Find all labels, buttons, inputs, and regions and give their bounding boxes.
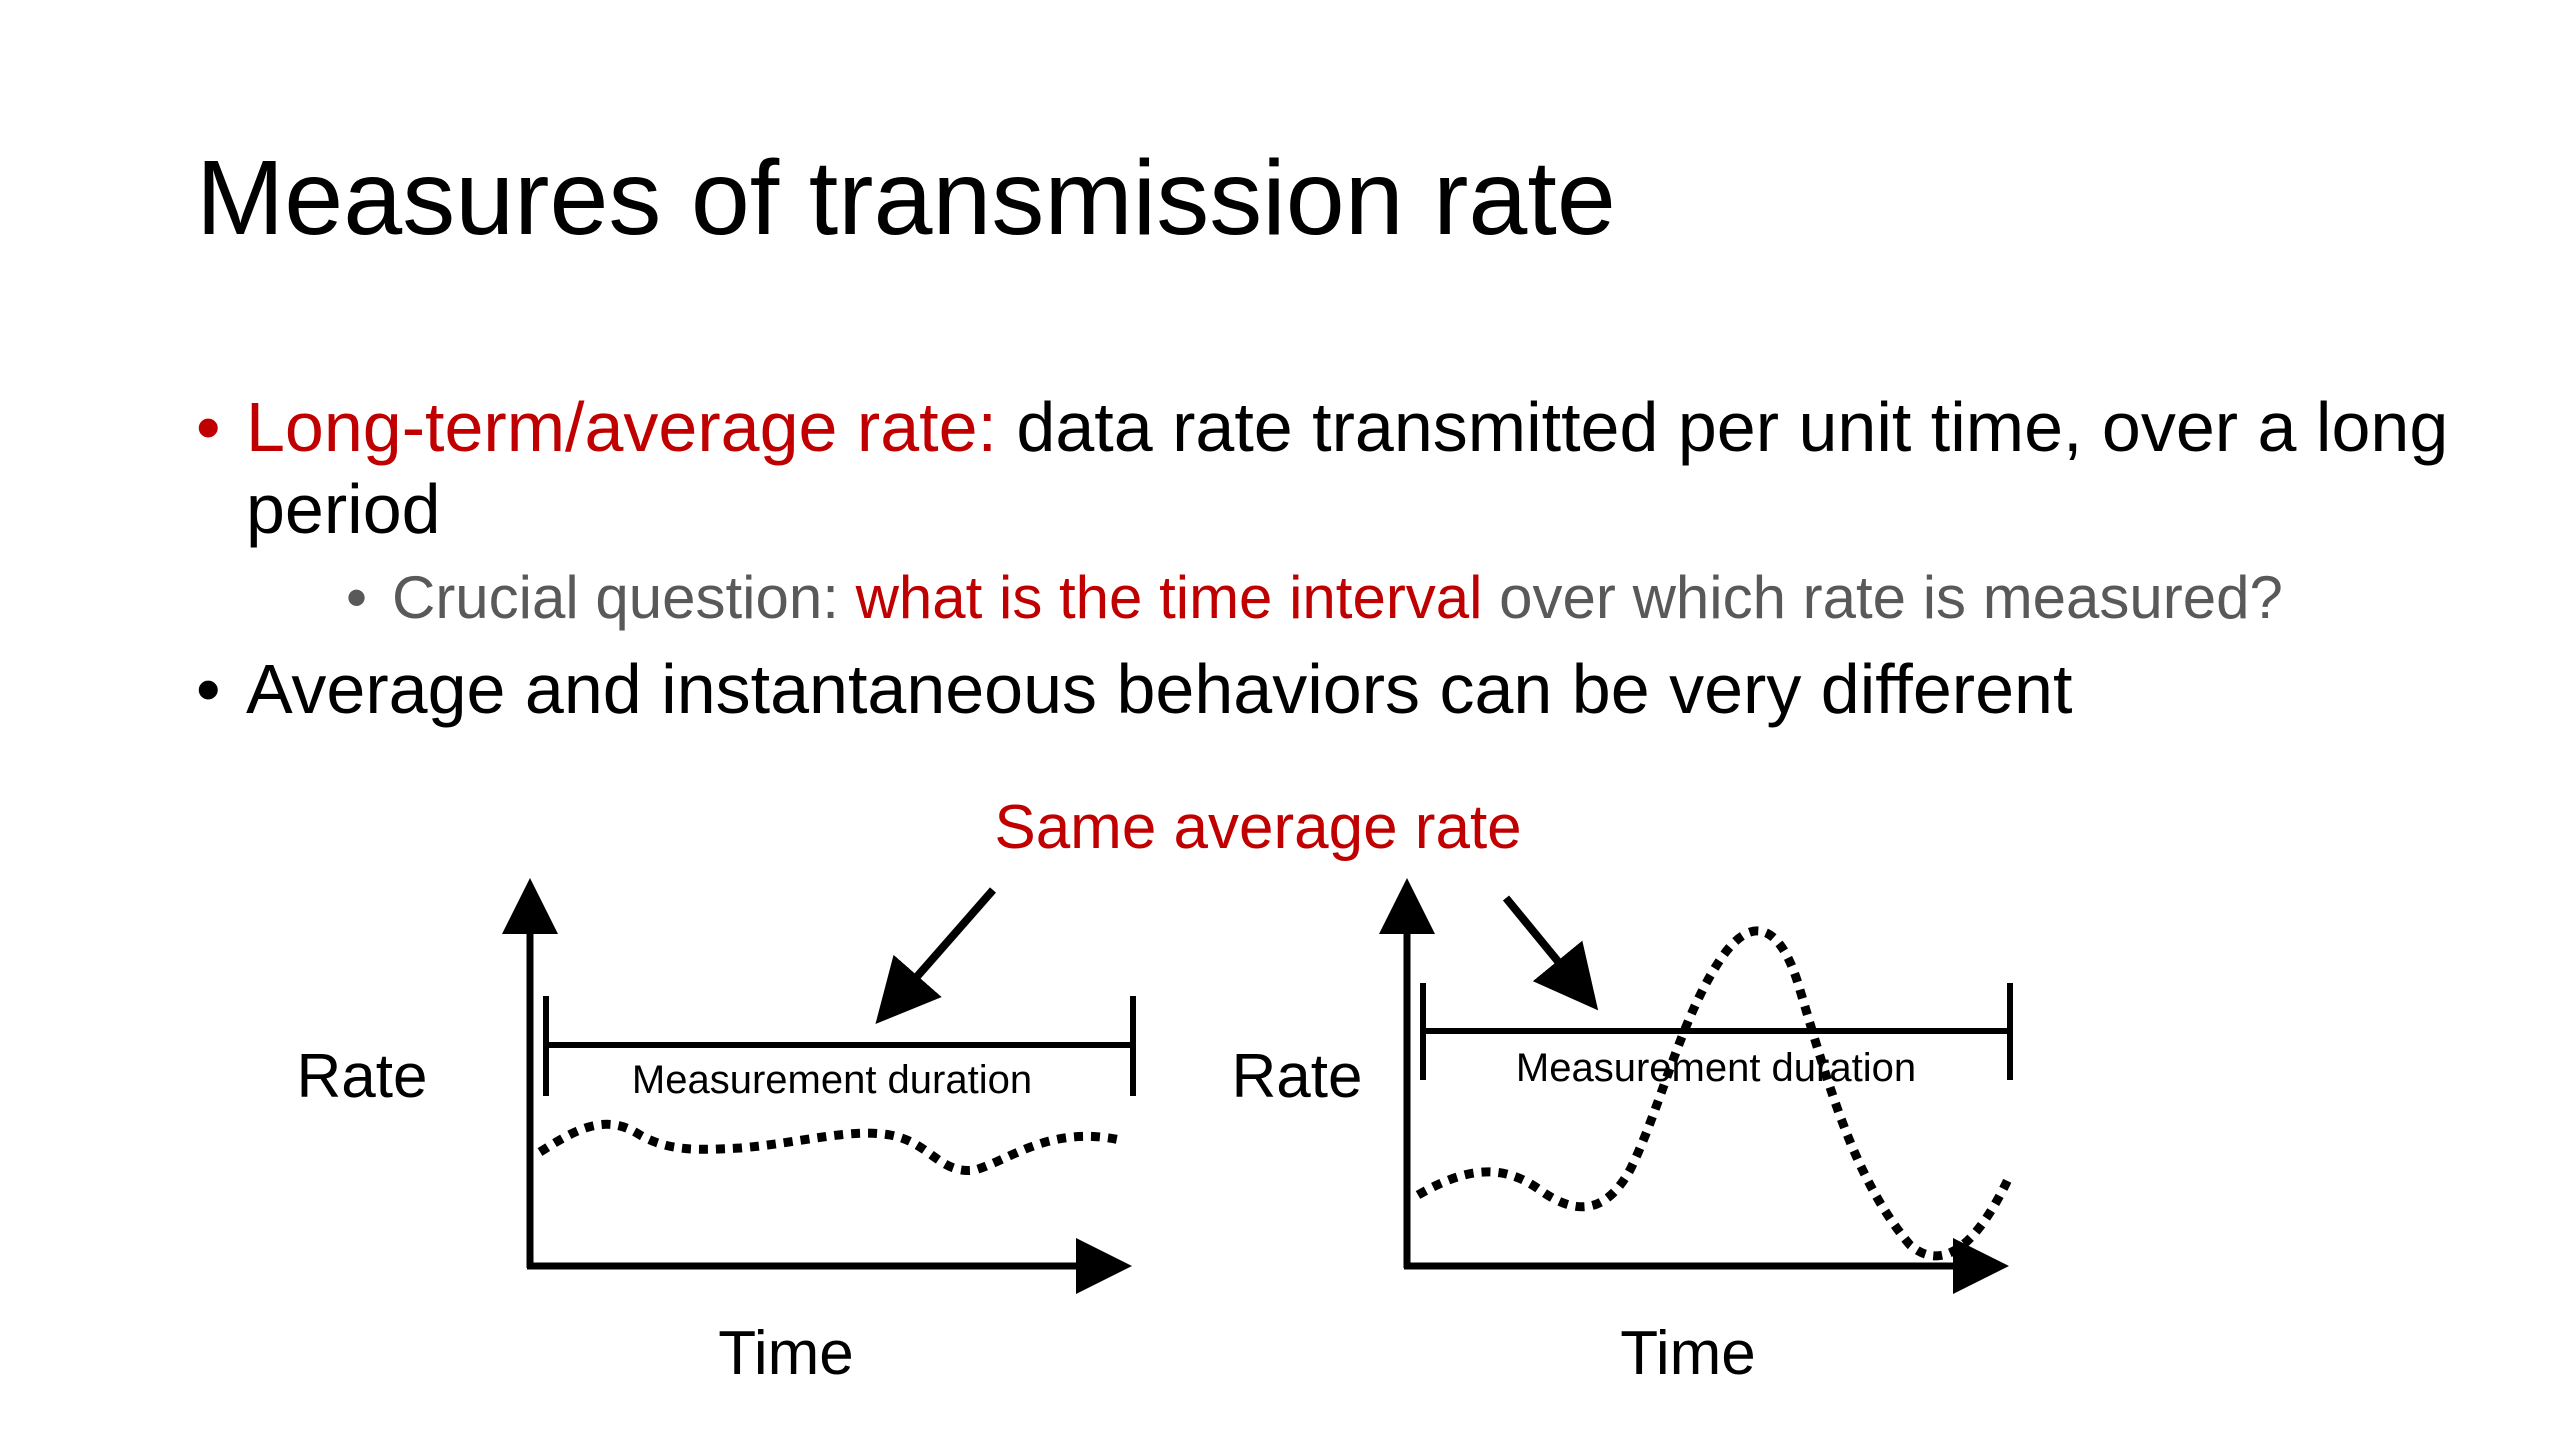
right-x-axis-label: Time	[1620, 1319, 1755, 1388]
bullet-list: • Long-term/average rate: data rate tran…	[196, 386, 2496, 730]
sub-bullet-prefix: Crucial question:	[392, 564, 856, 631]
bullet-marker: •	[196, 650, 221, 728]
same-average-rate-label: Same average rate	[994, 793, 1521, 862]
annotation-arrow-left	[875, 887, 997, 1025]
bullet-text: data rate transmitted per unit time, ove…	[246, 388, 2449, 548]
bullet-text: Average and instantaneous behaviors can …	[246, 650, 2073, 728]
left-x-axis-label: Time	[718, 1319, 853, 1388]
sub-bullet-marker: •	[346, 564, 368, 631]
left-rate-curve	[537, 1119, 1121, 1175]
slide-title: Measures of transmission rate	[196, 139, 1616, 257]
sub-bullet-highlight: what is the time interval	[855, 564, 1483, 631]
bullet-marker: •	[196, 388, 221, 466]
left-plot: Measurement duration Rate Time	[297, 878, 1136, 1388]
bullet-average-vs-instantaneous: • Average and instantaneous behaviors ca…	[196, 648, 2496, 730]
left-y-axis-label: Rate	[297, 1042, 428, 1111]
left-measurement-duration-label: Measurement duration	[632, 1058, 1032, 1102]
right-y-axis-label: Rate	[1232, 1042, 1363, 1111]
right-rate-curve	[1415, 926, 2015, 1261]
right-measurement-duration-label: Measurement duration	[1516, 1046, 1916, 1090]
right-plot: Measurement duration Rate Time	[1232, 878, 2015, 1388]
sub-bullet-crucial-question: • Crucial question: what is the time int…	[346, 562, 2496, 634]
bullet-highlight: Long-term/average rate:	[246, 388, 997, 466]
sub-bullet-suffix: over which rate is measured?	[1482, 564, 2283, 631]
annotation-arrow-right	[1502, 895, 1599, 1011]
bullet-long-term-rate: • Long-term/average rate: data rate tran…	[196, 386, 2496, 634]
